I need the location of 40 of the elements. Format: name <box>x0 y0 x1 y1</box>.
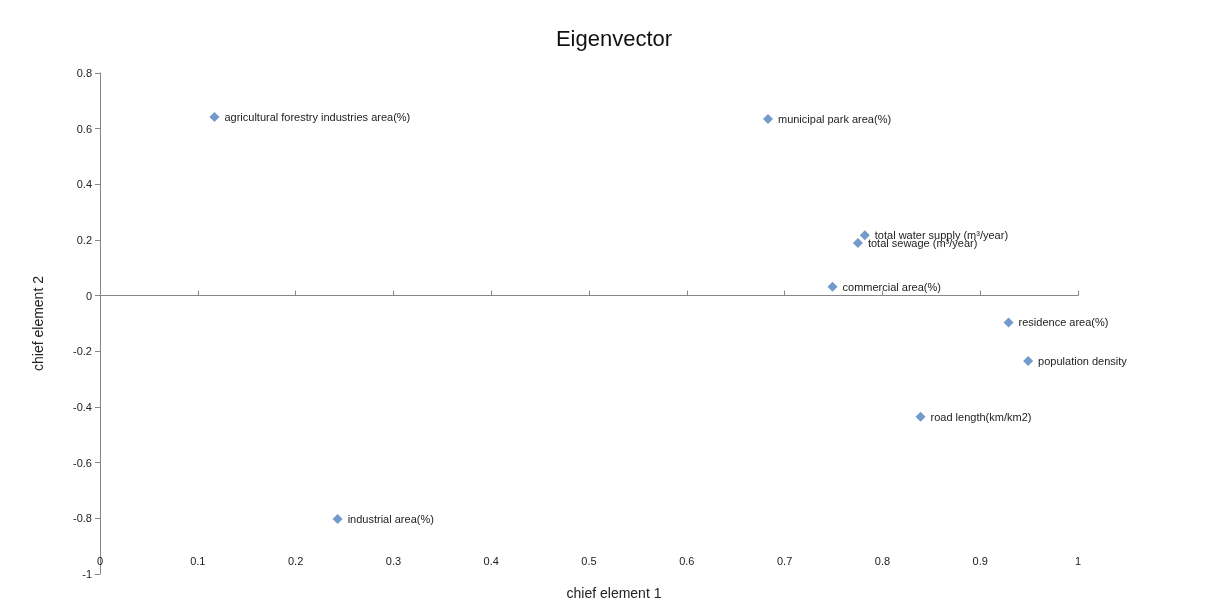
annotation: municipal park area(%) <box>777 112 892 125</box>
x-tick-label: 0.9 <box>972 554 988 567</box>
x-tick-label: 1 <box>1074 554 1082 567</box>
y-tick-label: -0.4 <box>73 401 92 413</box>
point <box>915 411 926 422</box>
annotation: agricultural forestry industries area(%) <box>224 110 411 123</box>
y-tick-label: 0.6 <box>76 122 92 135</box>
x-tick-label: 0.5 <box>581 554 597 567</box>
annotation: industrial area(%) <box>347 512 434 525</box>
y-tick-label: 0.2 <box>76 234 92 246</box>
x-axis-title: chief element 1 <box>566 585 662 601</box>
point <box>827 281 838 292</box>
y-tick-label: -1 <box>82 568 92 580</box>
annotation: commercial area(%) <box>842 280 941 293</box>
point <box>852 238 863 249</box>
annotation: road length(km/km2) <box>930 410 1032 423</box>
annotation: residence area(%) <box>1018 316 1109 329</box>
x-tick-label: 0.6 <box>679 554 695 567</box>
x-tick-label: 0.4 <box>483 554 499 567</box>
x-tick-label: 0.1 <box>190 554 206 567</box>
x-tick-label: 0.8 <box>874 554 891 567</box>
y-tick-label: -0.8 <box>73 512 92 525</box>
y-tick-label: 0.4 <box>76 178 92 191</box>
y-tick-label: -0.6 <box>73 456 92 469</box>
x-tick-label: 0.7 <box>776 554 793 567</box>
point <box>209 111 220 122</box>
chart-title: Eigenvector <box>555 25 673 51</box>
point <box>1023 356 1034 367</box>
x-tick-label: 0.2 <box>287 554 304 567</box>
annotation: population density <box>1038 355 1128 368</box>
point <box>762 113 773 124</box>
point <box>1003 317 1014 328</box>
x-tick-label: 0 <box>96 554 104 567</box>
y-tick-label: 0.8 <box>76 67 92 79</box>
y-tick-label: -0.2 <box>73 345 92 358</box>
point <box>332 513 343 524</box>
y-axis-title: chief element 2 <box>30 275 46 371</box>
y-tick-label: 0 <box>85 289 92 302</box>
point <box>859 230 870 241</box>
x-tick-label: 0.3 <box>385 554 402 567</box>
